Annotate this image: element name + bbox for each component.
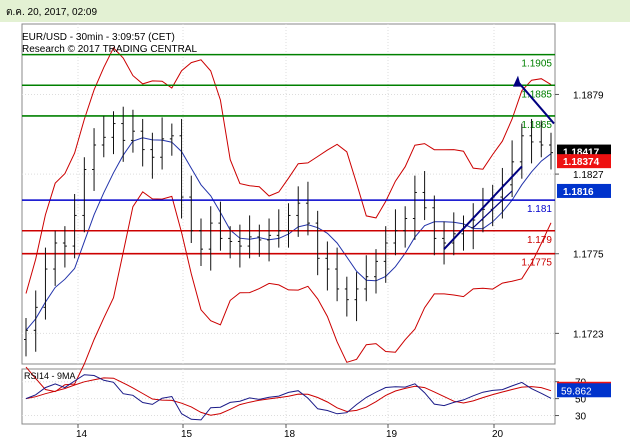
rsi-badge (557, 383, 611, 398)
x-tick-label: 20 (492, 429, 504, 440)
trend-lines (443, 75, 555, 250)
arrow-head (513, 75, 521, 87)
date-text: ต.ค. 20, 2017, 02:09 (6, 7, 98, 18)
upper-band (25, 47, 552, 294)
rsi-ma-line (25, 377, 552, 416)
price-bars (24, 106, 553, 357)
price-chart: 1.1905 1.1885 1.1865 1.181 1.179 1.1775 1.172… (21, 23, 611, 440)
price-badge (557, 154, 611, 169)
level-label: 1.1905 (521, 59, 552, 70)
support-resistance-levels: 1.1905 1.1885 1.1865 1.181 1.179 1.1775 (22, 53, 555, 269)
price-panel-frame (21, 23, 556, 365)
rsi-panel: RSI14 - 9MA70503061.640359.862 (22, 371, 611, 423)
rsi-panel-frame (21, 368, 556, 425)
y-tick-label: 1.1775 (573, 250, 604, 261)
rsi-tick-label: 50 (575, 395, 587, 406)
time-axis: 14 15 18 19 20 (76, 424, 504, 440)
x-tick-label: 15 (181, 429, 193, 440)
chart-subtitle: Research © 2017 TRADING CENTRAL (22, 44, 197, 55)
y-tick-label: 1.1723 (573, 329, 604, 340)
chart-title: EUR/USD - 30min - 3:09:57 (CET) (22, 32, 175, 43)
uptrend-line-lower (472, 190, 513, 229)
uptrend-line (443, 165, 523, 250)
price-badge-label: 1.18417 (563, 148, 600, 159)
level-label: 1.1775 (521, 258, 552, 269)
y-tick-label: 1.1827 (573, 170, 604, 181)
projection-arrow (516, 80, 555, 125)
top-bar: ต.ค. 20, 2017, 02:09 (0, 0, 630, 22)
level-label: 1.179 (527, 235, 552, 246)
level-label: 1.1885 (521, 89, 552, 100)
price-badge-label: 1.1816 (563, 187, 594, 198)
x-tick-label: 14 (76, 429, 88, 440)
level-label: 1.1865 (521, 120, 552, 131)
x-tick-label: 19 (386, 429, 398, 440)
price-badge-label: 1.18374 (563, 157, 600, 168)
level-label: 1.181 (527, 204, 552, 215)
rsi-badge-label: 59.862 (561, 386, 592, 397)
rsi-label: RSI14 - 9MA (24, 371, 76, 381)
rsi-tick-label: 30 (575, 412, 587, 423)
x-tick-label: 18 (284, 429, 296, 440)
rsi-line (25, 374, 552, 421)
lower-band (25, 191, 552, 393)
price-badge (557, 183, 611, 198)
y-tick-label: 1.1879 (573, 90, 604, 101)
